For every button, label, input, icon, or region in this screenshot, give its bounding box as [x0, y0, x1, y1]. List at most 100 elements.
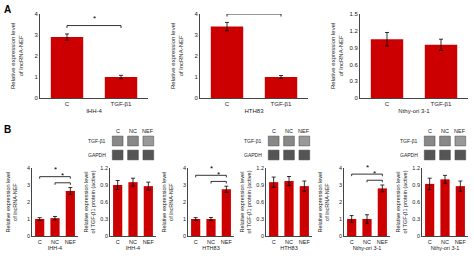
- svg-text:0: 0: [339, 233, 342, 239]
- svg-text:HTH83: HTH83: [280, 245, 297, 251]
- svg-text:Relative expression levelof TG: Relative expression levelof TGF-β1 prote…: [395, 170, 408, 233]
- svg-text:NEF: NEF: [298, 128, 310, 134]
- svg-text:*: *: [366, 163, 369, 172]
- svg-text:C: C: [428, 239, 432, 245]
- svg-text:0.6: 0.6: [100, 199, 108, 205]
- svg-text:NEF: NEF: [142, 128, 154, 134]
- svg-text:NC: NC: [285, 128, 293, 134]
- svg-text:0.9: 0.9: [256, 182, 264, 188]
- svg-text:*: *: [54, 165, 57, 174]
- svg-text:0: 0: [417, 233, 420, 239]
- svg-text:Relative expression levelof ln: Relative expression levelof lncRNA-NEF: [5, 172, 18, 233]
- svg-text:0.6: 0.6: [412, 199, 420, 205]
- svg-text:TGF-β1: TGF-β1: [431, 101, 452, 107]
- svg-text:TGF-β1: TGF-β1: [271, 101, 292, 107]
- svg-text:C: C: [116, 128, 120, 134]
- svg-text:1: 1: [195, 74, 199, 80]
- svg-text:4: 4: [195, 11, 199, 17]
- svg-text:0.9: 0.9: [100, 182, 108, 188]
- svg-text:3: 3: [183, 182, 186, 188]
- svg-text:Relative expression levelof ln: Relative expression levelof lncRNA-NEF: [330, 23, 344, 89]
- svg-text:1.5: 1.5: [350, 11, 359, 17]
- svg-text:1.2: 1.2: [256, 165, 264, 171]
- svg-text:*: *: [210, 164, 213, 173]
- svg-text:1: 1: [183, 216, 186, 222]
- svg-text:NC: NC: [207, 239, 215, 245]
- svg-text:NC: NC: [441, 128, 449, 134]
- svg-text:C: C: [194, 239, 198, 245]
- svg-text:3: 3: [35, 32, 39, 38]
- svg-text:1: 1: [339, 216, 342, 222]
- svg-text:0.9: 0.9: [350, 45, 359, 51]
- svg-text:1.2: 1.2: [412, 165, 420, 171]
- svg-text:Relative expression levelof ln: Relative expression levelof lncRNA-NEF: [161, 172, 174, 233]
- svg-text:HTH83: HTH83: [202, 245, 219, 251]
- svg-text:Relative expression levelof TG: Relative expression levelof TGF-β1 prote…: [239, 170, 252, 233]
- svg-text:C: C: [350, 239, 354, 245]
- svg-text:GAPDH: GAPDH: [88, 152, 106, 158]
- svg-text:C: C: [225, 101, 230, 107]
- svg-text:TGF-β1: TGF-β1: [88, 138, 106, 144]
- svg-text:TGF-β1: TGF-β1: [111, 101, 132, 107]
- svg-text:NC: NC: [363, 239, 371, 245]
- svg-text:0.6: 0.6: [256, 199, 264, 205]
- svg-text:IHH-4: IHH-4: [86, 108, 102, 114]
- svg-text:C: C: [38, 239, 42, 245]
- svg-text:0: 0: [355, 95, 359, 101]
- svg-text:NEF: NEF: [143, 239, 155, 245]
- svg-text:C: C: [65, 101, 70, 107]
- svg-text:NC: NC: [129, 239, 137, 245]
- svg-text:NEF: NEF: [377, 239, 389, 245]
- svg-text:0: 0: [35, 95, 39, 101]
- svg-text:3: 3: [27, 182, 30, 188]
- svg-text:0.3: 0.3: [100, 216, 108, 222]
- svg-text:0: 0: [105, 233, 108, 239]
- svg-text:2: 2: [339, 199, 342, 205]
- svg-text:1: 1: [35, 74, 39, 80]
- svg-text:*: *: [93, 14, 96, 23]
- svg-text:C: C: [116, 239, 120, 245]
- svg-text:GAPDH: GAPDH: [400, 152, 418, 158]
- svg-text:IHH-4: IHH-4: [126, 245, 140, 251]
- svg-text:NEF: NEF: [221, 239, 233, 245]
- svg-text:0: 0: [183, 233, 186, 239]
- svg-text:0.6: 0.6: [350, 62, 359, 68]
- svg-text:Nthy-ori 3-1: Nthy-ori 3-1: [431, 245, 460, 251]
- svg-text:Relative expression levelof ln: Relative expression levelof lncRNA-NEF: [10, 23, 24, 89]
- svg-text:0.3: 0.3: [412, 216, 420, 222]
- svg-text:2: 2: [27, 199, 30, 205]
- svg-text:0.3: 0.3: [256, 216, 264, 222]
- svg-text:2: 2: [183, 199, 186, 205]
- svg-text:1.2: 1.2: [350, 28, 359, 34]
- svg-text:Relative expression levelof ln: Relative expression levelof lncRNA-NEF: [170, 23, 184, 89]
- svg-text:C: C: [385, 101, 390, 107]
- svg-text:Relative expression levelof ln: Relative expression levelof lncRNA-NEF: [317, 172, 330, 233]
- svg-text:HTH83: HTH83: [244, 108, 264, 114]
- svg-text:4: 4: [35, 11, 39, 17]
- svg-text:NEF: NEF: [455, 239, 467, 245]
- svg-text:0.3: 0.3: [350, 78, 359, 84]
- svg-text:C: C: [272, 128, 276, 134]
- svg-text:2: 2: [195, 53, 199, 59]
- svg-text:4: 4: [27, 165, 30, 171]
- svg-text:*: *: [373, 169, 376, 178]
- svg-text:NC: NC: [129, 128, 137, 134]
- svg-text:Nthy-ori 3-1: Nthy-ori 3-1: [353, 245, 382, 251]
- svg-text:0: 0: [27, 233, 30, 239]
- svg-text:A: A: [4, 4, 11, 15]
- svg-text:C: C: [272, 239, 276, 245]
- svg-text:B: B: [4, 124, 11, 135]
- svg-text:C: C: [428, 128, 432, 134]
- svg-text:NEF: NEF: [454, 128, 466, 134]
- svg-text:3: 3: [195, 32, 199, 38]
- svg-text:Relative expression levelof TG: Relative expression levelof TGF-β1 prote…: [83, 170, 96, 233]
- svg-text:2: 2: [35, 53, 39, 59]
- svg-text:NC: NC: [51, 239, 59, 245]
- svg-text:GAPDH: GAPDH: [244, 152, 262, 158]
- svg-text:Nthy-ori 3-1: Nthy-ori 3-1: [398, 108, 430, 114]
- svg-text:4: 4: [339, 165, 342, 171]
- svg-text:NEF: NEF: [299, 239, 311, 245]
- svg-text:IHH-4: IHH-4: [48, 245, 62, 251]
- svg-text:1.2: 1.2: [100, 165, 108, 171]
- svg-text:0: 0: [261, 233, 264, 239]
